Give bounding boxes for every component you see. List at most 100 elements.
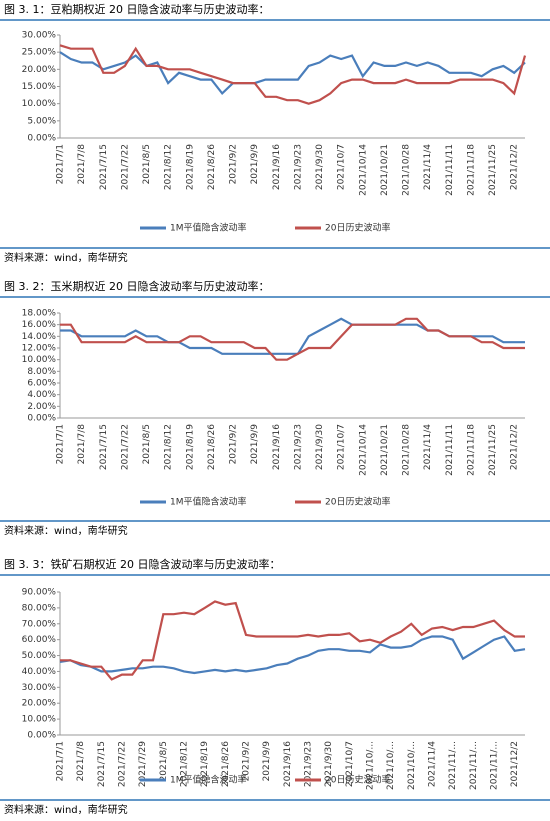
x-tick-label: 2021/7/22	[118, 741, 128, 787]
x-tick-label: 2021/7/15	[99, 144, 109, 190]
y-tick-label: 0.00%	[27, 414, 56, 424]
x-tick-label: 2021/9/30	[315, 144, 325, 190]
y-tick-label: 50.00%	[22, 651, 57, 661]
legend-label: 20日历史波动率	[325, 222, 390, 234]
y-tick-label: 20.00%	[22, 699, 57, 709]
x-tick-label: 2021/8/5	[142, 424, 152, 464]
x-tick-label: 2021/10/14	[358, 424, 368, 476]
series-line	[59, 51, 526, 96]
x-tick-label: 2021/7/1	[56, 144, 66, 184]
x-tick-label: 2021/10/...	[366, 741, 376, 790]
y-tick-label: 10.00%	[22, 99, 57, 109]
x-tick-label: 2021/11/...	[469, 741, 479, 790]
x-tick-label: 2021/11/11	[445, 144, 455, 196]
x-tick-label: 2021/7/8	[77, 144, 87, 185]
x-tick-label: 2021/12/2	[510, 144, 520, 190]
x-tick-label: 2021/11/11	[445, 424, 455, 476]
figure-caption: 图 3. 2：玉米期权近 20 日隐含波动率与历史波动率：	[4, 279, 269, 293]
x-tick-label: 2021/9/23	[304, 741, 314, 787]
y-tick-label: 80.00%	[22, 603, 57, 613]
y-tick-label: 60.00%	[22, 635, 57, 645]
x-tick-label: 2021/11/4	[423, 424, 433, 470]
y-tick-label: 20.00%	[22, 65, 57, 75]
x-tick-label: 2021/7/15	[99, 424, 109, 470]
source-note: 资料来源：wind，南华研究	[4, 803, 128, 816]
x-tick-label: 2021/7/22	[120, 144, 130, 190]
y-tick-label: 30.00%	[22, 31, 57, 41]
x-tick-label: 2021/10/...	[407, 741, 417, 790]
y-tick-label: 18.00%	[22, 309, 57, 319]
x-tick-label: 2021/7/22	[120, 424, 130, 470]
x-tick-label: 2021/8/19	[200, 741, 210, 787]
x-tick-label: 2021/7/29	[138, 741, 148, 787]
x-tick-label: 2021/10/14	[358, 144, 368, 196]
series-line	[59, 44, 527, 105]
x-tick-label: 2021/8/26	[207, 144, 217, 190]
x-tick-label: 2021/10/21	[380, 424, 390, 476]
figure-caption: 图 3. 3：铁矿石期权近 20 日隐含波动率与历史波动率：	[4, 557, 280, 571]
series-line	[60, 600, 525, 681]
y-tick-label: 10.00%	[22, 355, 57, 365]
y-tick-label: 30.00%	[22, 683, 57, 693]
x-tick-label: 2021/7/8	[76, 741, 86, 782]
x-tick-label: 2021/9/16	[283, 741, 293, 787]
x-tick-label: 2021/8/12	[164, 144, 174, 190]
y-tick-label: 2.00%	[27, 402, 56, 412]
y-tick-label: 15.00%	[22, 82, 57, 92]
x-tick-label: 2021/7/8	[77, 424, 87, 465]
x-tick-label: 2021/7/1	[56, 741, 66, 781]
x-tick-label: 2021/9/23	[293, 144, 303, 190]
x-tick-label: 2021/11/18	[466, 424, 476, 476]
x-tick-label: 2021/11/...	[490, 741, 500, 790]
x-tick-label: 2021/9/16	[272, 424, 282, 470]
x-tick-label: 2021/10/7	[337, 144, 347, 190]
x-tick-label: 2021/12/2	[510, 741, 520, 787]
y-tick-label: 16.00%	[22, 320, 57, 330]
legend-label: 1M平值隐含波动率	[170, 496, 247, 508]
y-tick-label: 70.00%	[22, 619, 57, 629]
x-tick-label: 2021/10/21	[380, 144, 390, 196]
source-note: 资料来源：wind，南华研究	[4, 524, 128, 537]
x-tick-label: 2021/7/15	[97, 741, 107, 787]
legend-label: 1M平值隐含波动率	[170, 774, 247, 786]
y-tick-label: 90.00%	[22, 588, 57, 598]
x-tick-label: 2021/9/9	[250, 144, 260, 185]
x-tick-label: 2021/9/16	[272, 144, 282, 190]
x-tick-label: 2021/11/4	[423, 144, 433, 190]
x-tick-label: 2021/11/...	[448, 741, 458, 790]
y-tick-label: 6.00%	[27, 379, 56, 389]
x-tick-label: 2021/8/5	[159, 741, 169, 781]
y-tick-label: 0.00%	[27, 731, 56, 741]
x-tick-label: 2021/11/25	[488, 424, 498, 476]
x-tick-label: 2021/9/30	[324, 741, 334, 787]
series-line	[59, 635, 526, 675]
x-tick-label: 2021/12/2	[510, 424, 520, 470]
x-tick-label: 2021/7/1	[56, 424, 66, 464]
x-tick-label: 2021/8/19	[185, 424, 195, 470]
figure-caption: 图 3. 1：豆粕期权近 20 日隐含波动率与历史波动率：	[4, 2, 269, 16]
x-tick-label: 2021/8/5	[142, 144, 152, 184]
x-tick-label: 2021/8/12	[164, 424, 174, 470]
source-note: 资料来源：wind，南华研究	[4, 251, 128, 264]
x-tick-label: 2021/9/30	[315, 424, 325, 470]
x-tick-label: 2021/11/4	[428, 741, 438, 787]
x-tick-label: 2021/9/2	[229, 144, 239, 184]
y-tick-label: 8.00%	[27, 367, 56, 377]
y-tick-label: 14.00%	[22, 332, 57, 342]
x-tick-label: 2021/10/28	[402, 424, 412, 476]
y-tick-label: 40.00%	[22, 667, 57, 677]
x-tick-label: 2021/9/9	[250, 424, 260, 465]
x-tick-label: 2021/8/26	[207, 424, 217, 470]
y-tick-label: 0.00%	[27, 134, 56, 144]
x-tick-label: 2021/8/26	[221, 741, 231, 787]
legend-label: 1M平值隐含波动率	[170, 222, 247, 234]
x-tick-label: 2021/10/...	[386, 741, 396, 790]
x-tick-label: 2021/10/7	[337, 424, 347, 470]
y-tick-label: 12.00%	[22, 344, 57, 354]
x-tick-label: 2021/8/19	[185, 144, 195, 190]
x-tick-label: 2021/9/9	[262, 741, 272, 782]
legend-label: 20日历史波动率	[325, 774, 390, 786]
x-tick-label: 2021/9/2	[242, 741, 252, 781]
x-tick-label: 2021/9/2	[229, 424, 239, 464]
